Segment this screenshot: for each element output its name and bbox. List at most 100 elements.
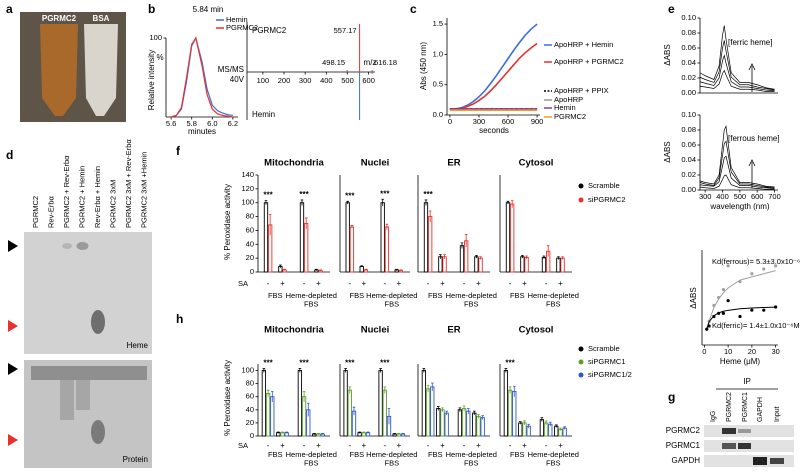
error-bar bbox=[458, 407, 462, 412]
x-tick-label: 20 bbox=[748, 347, 756, 356]
gel-band bbox=[76, 242, 89, 250]
panel-label: f bbox=[176, 144, 181, 158]
bar bbox=[457, 409, 463, 437]
bar bbox=[299, 202, 305, 273]
y-tick-label: 100 bbox=[241, 366, 254, 375]
error-bar bbox=[317, 432, 320, 435]
bar bbox=[265, 393, 271, 437]
error-bar bbox=[428, 210, 432, 223]
lane-label: PGRMC1 bbox=[742, 392, 749, 422]
error-bar bbox=[397, 432, 401, 435]
error-bar bbox=[348, 386, 352, 394]
y-tick-label: 80 bbox=[246, 379, 254, 388]
error-bar bbox=[362, 431, 366, 434]
error-bar bbox=[360, 265, 363, 268]
x-tick-label: 600 bbox=[502, 117, 515, 126]
panel-label: e bbox=[668, 2, 675, 16]
y-axis-label: Relative intensity bbox=[147, 50, 156, 110]
bar bbox=[304, 223, 309, 273]
category-label: - bbox=[427, 441, 430, 450]
x-tick-label: 5.8 bbox=[186, 119, 196, 128]
lane-label: Rev-Erbα + Hemin bbox=[93, 166, 102, 228]
data-point bbox=[705, 327, 709, 331]
condition-label: Heme-depleted bbox=[446, 450, 497, 459]
condition-label: FBS bbox=[464, 458, 479, 467]
error-bar bbox=[441, 407, 444, 412]
y-tick-label: 0.00 bbox=[681, 88, 696, 97]
bar bbox=[560, 257, 565, 273]
data-point bbox=[738, 280, 742, 284]
significance: *** bbox=[345, 359, 355, 368]
x-tick-label: 400 bbox=[716, 192, 729, 201]
arrowhead-black bbox=[8, 240, 18, 252]
category-label: - bbox=[383, 441, 386, 450]
legend-label: ApoHRP + Hemin bbox=[554, 40, 613, 49]
error-bar bbox=[279, 264, 282, 268]
lane-label: Rev-Erbα bbox=[46, 195, 55, 228]
lane-label: PGRMC2 + Hemin bbox=[77, 166, 86, 228]
tube-bsa bbox=[84, 24, 118, 116]
y-tick-label: 60 bbox=[246, 225, 254, 234]
category-label: - bbox=[303, 279, 306, 288]
bar bbox=[297, 370, 303, 437]
error-bar bbox=[399, 269, 403, 272]
condition-label: FBS bbox=[428, 450, 443, 459]
x-tick-label: 0 bbox=[448, 117, 452, 126]
category-label: + bbox=[476, 441, 481, 450]
y-tick-label: 100 bbox=[149, 33, 162, 42]
error-bar bbox=[481, 415, 484, 420]
y-tick-label: 1.0 bbox=[433, 49, 443, 58]
x-tick-label: 0 bbox=[702, 347, 706, 356]
blot-band bbox=[738, 443, 751, 449]
series-label: PGRMC2 bbox=[252, 26, 287, 35]
panel-title: Mitochondria bbox=[264, 325, 324, 336]
y-tick-label: 0.08 bbox=[681, 125, 696, 134]
condition-label: FBS bbox=[464, 299, 479, 308]
condition-label: FBS bbox=[510, 291, 525, 300]
tube-pgrmc2 bbox=[40, 24, 78, 116]
error-bar bbox=[508, 386, 512, 394]
bar bbox=[440, 409, 445, 437]
condition-label: Heme-depleted bbox=[528, 450, 579, 459]
panel-title: ER bbox=[447, 158, 460, 169]
data-line bbox=[170, 36, 233, 118]
bar bbox=[423, 202, 429, 273]
error-bar bbox=[443, 254, 446, 259]
data-point bbox=[721, 287, 725, 292]
bar bbox=[524, 257, 529, 273]
error-bar bbox=[424, 199, 428, 206]
bar bbox=[444, 412, 449, 437]
error-bar bbox=[264, 200, 268, 205]
x-tick-label: 100 bbox=[257, 76, 270, 85]
gel-smear bbox=[76, 380, 90, 410]
y-tick-label: 60 bbox=[246, 392, 254, 401]
data-point bbox=[721, 311, 725, 315]
error-bar bbox=[352, 406, 356, 416]
bar bbox=[438, 256, 443, 273]
lane-label: PGRMC2 3xM +Hemin bbox=[139, 152, 148, 228]
x-tick-label: 5.6 bbox=[166, 119, 176, 128]
tube-photo bbox=[20, 12, 126, 122]
panel-label: b bbox=[148, 2, 155, 16]
error-bar bbox=[366, 431, 370, 434]
condition-label: Heme-depleted bbox=[286, 291, 337, 300]
panel-label: d bbox=[6, 148, 13, 162]
data-point bbox=[762, 267, 766, 271]
category-label: + bbox=[280, 279, 285, 288]
mode-label: MS/MS bbox=[218, 65, 244, 74]
y-tick-label: 0.04 bbox=[681, 155, 696, 164]
category-label: + bbox=[522, 279, 527, 288]
category-label: + bbox=[396, 441, 401, 450]
category-label: + bbox=[316, 279, 321, 288]
error-bar bbox=[460, 242, 464, 249]
error-bar bbox=[523, 420, 526, 425]
y-tick-label: 40 bbox=[246, 239, 254, 248]
bar bbox=[359, 266, 364, 273]
peak-label: 616.18 bbox=[374, 58, 397, 67]
error-bar bbox=[506, 200, 510, 205]
error-bar bbox=[542, 255, 546, 259]
bar bbox=[507, 389, 513, 437]
data-point bbox=[712, 314, 716, 319]
x-tick-label: 30 bbox=[771, 347, 779, 356]
